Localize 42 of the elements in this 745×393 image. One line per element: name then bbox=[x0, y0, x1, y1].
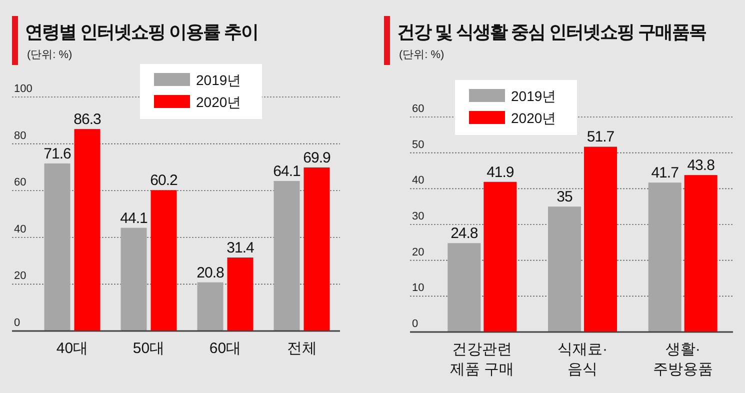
x-tick-label: 전체 bbox=[286, 340, 317, 357]
legend-label: 2019년 bbox=[511, 88, 556, 104]
data-label: 41.7 bbox=[651, 164, 679, 182]
y-tick-label: 20 bbox=[412, 246, 424, 258]
data-label: 86.3 bbox=[74, 111, 101, 128]
x-tick-label: 식재료· 음식 bbox=[558, 341, 608, 378]
x-tick-label: 생활· 주방용품 bbox=[652, 341, 713, 378]
y-tick-label: 40 bbox=[14, 223, 26, 236]
data-label: 31.4 bbox=[226, 240, 254, 257]
data-label: 35 bbox=[556, 188, 572, 206]
data-label: 71.6 bbox=[44, 145, 71, 162]
y-tick-label: 10 bbox=[412, 282, 424, 294]
x-tick-label: 건강관련 제품 구매 bbox=[450, 341, 514, 378]
y-tick-label: 60 bbox=[412, 103, 424, 115]
data-label: 20.8 bbox=[196, 264, 224, 282]
y-tick-label: 60 bbox=[14, 176, 26, 189]
chart-title: 연령별 인터넷쇼핑 이용률 추이 bbox=[25, 22, 258, 42]
y-tick-label: 20 bbox=[14, 270, 26, 282]
chart-title: 건강 및 식생활 중심 인터넷쇼핑 구매품목 bbox=[397, 22, 706, 42]
legend-label: 2020년 bbox=[511, 110, 556, 126]
y-tick-label: 50 bbox=[412, 138, 424, 151]
data-label: 43.8 bbox=[687, 157, 715, 174]
y-tick-label: 80 bbox=[14, 130, 26, 142]
data-label: 24.8 bbox=[450, 225, 478, 242]
y-tick-label: 0 bbox=[14, 317, 20, 329]
data-label: 41.9 bbox=[486, 164, 514, 181]
y-tick-label: 100 bbox=[14, 83, 32, 95]
y-tick-label: 40 bbox=[412, 174, 424, 187]
data-label: 44.1 bbox=[120, 210, 148, 227]
x-tick-label: 50대 bbox=[132, 340, 165, 357]
legend-label: 2020년 bbox=[196, 94, 242, 110]
data-label: 60.2 bbox=[150, 172, 178, 190]
y-tick-label: 0 bbox=[412, 318, 418, 330]
legend-label: 2019년 bbox=[196, 72, 242, 88]
chart-subtitle: (단위: %) bbox=[27, 49, 72, 61]
data-label: 51.7 bbox=[586, 128, 614, 146]
x-tick-label: 40대 bbox=[56, 340, 88, 357]
data-label: 64.1 bbox=[273, 163, 300, 180]
chart-subtitle: (단위: %) bbox=[399, 49, 444, 61]
y-tick-label: 30 bbox=[412, 210, 424, 222]
data-label: 69.9 bbox=[303, 149, 330, 166]
x-tick-label: 60대 bbox=[209, 340, 242, 357]
